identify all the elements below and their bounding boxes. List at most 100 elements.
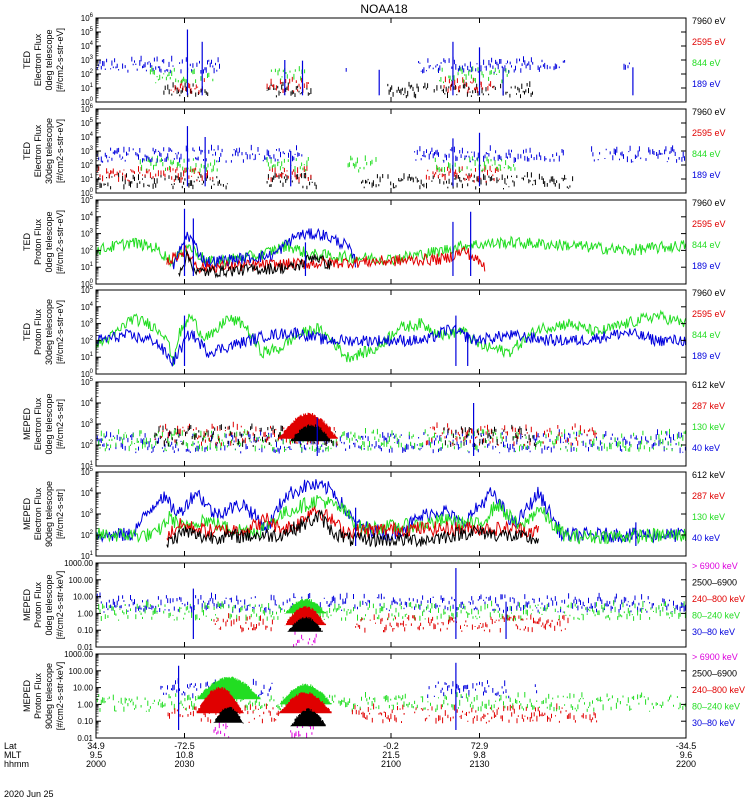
- series-red-points: [167, 703, 598, 724]
- ylabel-line-1: Proton Flux: [33, 308, 43, 355]
- ytick-label-4: 105: [81, 377, 94, 387]
- ytick-exponent: 0: [90, 369, 94, 375]
- panel-5-legend: 612 keV 287 keV 130 keV 40 keV: [692, 380, 725, 453]
- arch-red-1: [284, 605, 327, 626]
- ylabel-line-0: MEPED: [22, 680, 32, 713]
- legend-entry-0: 7960 eV: [692, 198, 726, 208]
- ytick-label-3: 104: [81, 488, 94, 498]
- panel-8-legend: > 6900 keV 2500–6900 240–800 keV 80–240 keV…: [692, 652, 745, 728]
- ytick-label-4: 104: [81, 132, 94, 142]
- panel-8-yticks: 0.01 0.10 1.00 10.00 100.00 1000.00: [64, 650, 686, 743]
- x-hhmm-label-2: 2100: [381, 759, 401, 769]
- series-red-line: [166, 243, 486, 275]
- x-lat-label-4: -34.5: [676, 741, 697, 751]
- ytick-exponent: 5: [90, 467, 94, 473]
- ylabel-line-2: 90deg telescope: [44, 663, 54, 729]
- ylabel-line-2: 0deg telescope: [44, 393, 54, 454]
- ytick-exponent: 3: [90, 146, 94, 152]
- ytick-label-2: 1.00: [77, 609, 93, 618]
- ytick-exponent: 1: [90, 83, 94, 89]
- ytick-exponent: 2: [90, 245, 94, 251]
- x-mlt-label-0: 9.5: [90, 750, 103, 760]
- legend-entry-3: 40 keV: [692, 533, 720, 543]
- legend-entry-0: 612 keV: [692, 380, 725, 390]
- series-red-points: [170, 76, 494, 95]
- legend-entry-4: 30–80 keV: [692, 718, 735, 728]
- series-magenta-points: [213, 720, 314, 738]
- ylabel-line-3: [#/cm2-s-str-eV]: [55, 28, 65, 92]
- ylabel-line-0: MEPED: [22, 589, 32, 622]
- x-mlt-label-2: 21.5: [382, 750, 400, 760]
- legend-entry-2: 130 keV: [692, 422, 725, 432]
- legend-entry-0: > 6900 keV: [692, 561, 738, 571]
- ytick-label-1: 0.10: [77, 717, 93, 726]
- ytick-label-1: 102: [81, 530, 94, 540]
- ytick-label-6: 106: [81, 13, 94, 23]
- ytick-label-5: 105: [81, 118, 94, 128]
- panel-5: 101 102 103 104 105 MEPED Electron Flux 0deg te…: [22, 377, 725, 471]
- ytick-label-1: 0.10: [77, 626, 93, 635]
- ytick-exponent: 2: [90, 335, 94, 341]
- legend-entry-3: 189 eV: [692, 261, 721, 271]
- ytick-label-5: 105: [81, 285, 94, 295]
- ylabel-line-3: [#/cm2-s-str-eV]: [55, 119, 65, 183]
- ytick-label-3: 103: [81, 146, 94, 156]
- ylabel-line-0: MEPED: [22, 408, 32, 441]
- ylabel-line-0: TED: [22, 141, 32, 160]
- ytick-label-2: 102: [81, 69, 94, 79]
- ytick-label-4: 104: [81, 302, 94, 312]
- series-black-points: [98, 172, 574, 190]
- panel-7-legend: > 6900 keV 2500–6900 240–800 keV 80–240 keV…: [692, 561, 745, 637]
- x-hhmm-label-1: 2030: [174, 759, 194, 769]
- legend-entry-1: 287 keV: [692, 491, 725, 501]
- ytick-exponent: 0: [90, 188, 94, 194]
- series-magenta-points: [293, 630, 317, 647]
- legend-entry-0: 7960 eV: [692, 107, 726, 117]
- ylabel-line-2: 30deg telescope: [44, 299, 54, 365]
- ytick-label-0: 100: [81, 369, 94, 379]
- ylabel-line-3: [#/cm2-s-str-eV]: [55, 210, 65, 274]
- ytick-exponent: 4: [90, 212, 94, 218]
- ytick-exponent: 3: [90, 319, 94, 325]
- legend-entry-3: 189 eV: [692, 170, 721, 180]
- x-mlt-label-4: 9.6: [680, 750, 693, 760]
- legend-entry-2: 844 eV: [692, 330, 721, 340]
- legend-entry-0: > 6900 keV: [692, 652, 738, 662]
- arch-black-2: [287, 616, 323, 632]
- ytick-exponent: 5: [90, 377, 94, 383]
- ytick-exponent: 1: [90, 262, 94, 268]
- ytick-label-4: 100.00: [69, 667, 94, 676]
- ytick-exponent: 1: [90, 174, 94, 180]
- ytick-label-4: 105: [81, 467, 94, 477]
- ytick-exponent: 6: [90, 13, 94, 19]
- arch-green-0: [284, 598, 327, 614]
- series-blue-line: [95, 324, 687, 367]
- panel-8-frame: [95, 653, 687, 739]
- panel-3-data: [95, 208, 687, 279]
- ytick-exponent: 6: [90, 104, 94, 110]
- series-black-line: [166, 509, 539, 548]
- legend-entry-3: 40 keV: [692, 443, 720, 453]
- legend-entry-4: 30–80 keV: [692, 627, 735, 637]
- ylabel-line-0: TED: [22, 232, 32, 251]
- x-row-label-2: hhmm: [4, 759, 29, 769]
- ylabel-line-3: [#/cm2-s-str]: [55, 489, 65, 539]
- ylabel-line-1: Electron Flux: [33, 124, 43, 177]
- figure-title: NOAA18: [360, 2, 408, 16]
- x-lat-label-2: -0.2: [383, 741, 399, 751]
- arch-black-2: [213, 706, 244, 724]
- ylabel-line-3: [#/cm2-s-str]: [55, 399, 65, 449]
- panel-1-data: [95, 29, 634, 99]
- panel-3-legend: 7960 eV 2595 eV 844 eV 189 eV: [692, 198, 726, 271]
- panel-6-data: [95, 479, 687, 548]
- panel-4-legend: 7960 eV 2595 eV 844 eV 189 eV: [692, 288, 726, 361]
- ytick-exponent: 5: [90, 285, 94, 291]
- ytick-label-5: 105: [81, 27, 94, 37]
- ytick-label-0: 101: [81, 551, 94, 561]
- ytick-label-1: 101: [81, 83, 94, 93]
- ylabel-line-2: 0deg telescope: [44, 211, 54, 272]
